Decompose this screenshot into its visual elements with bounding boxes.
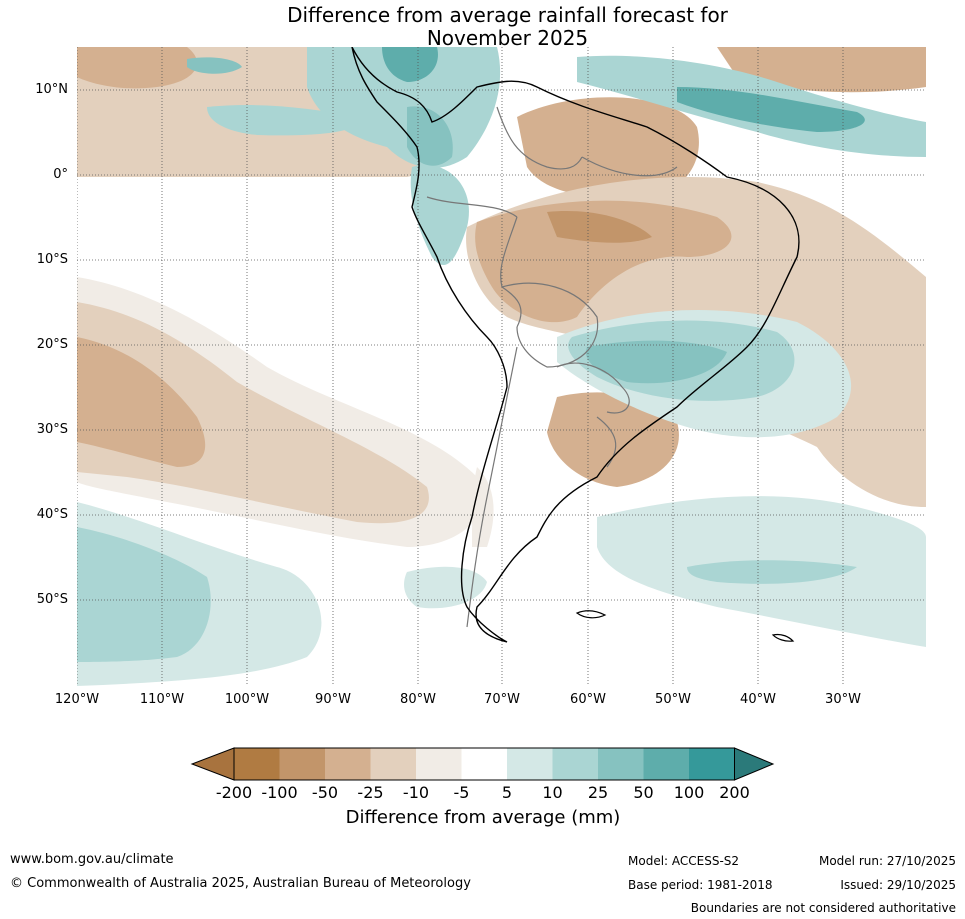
- colorbar-swatch-1: [234, 748, 280, 780]
- title-line-1: Difference from average rainfall forecas…: [287, 3, 728, 27]
- lon-label-50w: 50°W: [655, 692, 691, 707]
- colorbar-swatch-8: [552, 748, 598, 780]
- copyright-notice: © Commonwealth of Australia 2025, Austra…: [10, 876, 471, 891]
- graticule: [77, 47, 926, 686]
- rainfall-map: [77, 47, 926, 686]
- lat-label-40s: 40°S: [36, 507, 68, 522]
- border-colombia-venezuela: [496, 106, 583, 170]
- colorbar-tick-4: -25: [357, 783, 384, 802]
- website-link[interactable]: www.bom.gov.au/climate: [10, 852, 174, 867]
- colorbar-swatch-5: [416, 748, 462, 780]
- wet-pacific-north-strip: [207, 105, 359, 136]
- border-colombia-peru: [426, 196, 518, 218]
- dry-patagonia-edge: [472, 467, 494, 547]
- border-argentina-chile: [466, 346, 518, 628]
- border-bolivia: [501, 282, 599, 368]
- wet-colombia-ecuador: [410, 165, 469, 266]
- dry-amazon-core: [475, 200, 732, 323]
- title-line-2: November 2025: [426, 26, 589, 50]
- lat-label-10s: 10°S: [36, 252, 68, 267]
- lon-label-80w: 80°W: [400, 692, 436, 707]
- wet-central-america: [307, 47, 501, 168]
- dry-pacific-east: [77, 132, 426, 177]
- falkland-islands: [575, 610, 607, 619]
- border-brazil-guianas: [581, 156, 678, 177]
- lon-label-100w: 100°W: [224, 692, 270, 707]
- dry-uruguay: [547, 392, 679, 487]
- lon-label-110w: 110°W: [139, 692, 185, 707]
- south-america-coastline: [351, 47, 800, 643]
- lon-label-70w: 70°W: [484, 692, 520, 707]
- colorbar-tick-5: -10: [402, 783, 430, 802]
- colorbar-extend-high: [734, 747, 775, 781]
- colorbar-swatch-7: [507, 748, 553, 780]
- colorbar-tick-10: 50: [633, 783, 654, 802]
- colorbar-swatch-2: [279, 748, 325, 780]
- colorbar-swatch-4: [370, 748, 416, 780]
- base-period: Base period: 1981-2018: [628, 878, 773, 892]
- wet-southeast-pacific-core: [77, 527, 211, 662]
- lon-label-120w: 120°W: [54, 692, 100, 707]
- chart-title: Difference from average rainfall forecas…: [0, 4, 965, 50]
- lat-label-20s: 20°S: [36, 337, 68, 352]
- colorbar-tick-11: 100: [673, 783, 705, 802]
- south-georgia: [771, 633, 795, 642]
- wet-anomaly-areas: [77, 47, 926, 686]
- lat-label-30s: 30°S: [36, 422, 68, 437]
- wet-pacific-north-small: [187, 57, 242, 74]
- lat-label-50s: 50°S: [36, 592, 68, 607]
- colorbar-tick-3: -50: [311, 783, 339, 802]
- lon-label-40w: 40°W: [740, 692, 776, 707]
- colorbar-tick-6: -5: [453, 783, 470, 802]
- colorbar-tick-8: 10: [542, 783, 563, 802]
- dry-amazon-deep: [547, 211, 652, 243]
- border-paraguay: [556, 362, 630, 414]
- colorbar: [190, 747, 775, 781]
- wet-brazil-south-core: [586, 340, 727, 384]
- colorbar-swatch-6: [461, 748, 507, 780]
- map-canvas: [77, 47, 926, 686]
- colorbar-tick-7: 5: [501, 783, 513, 802]
- wet-central-america-core: [382, 47, 438, 82]
- colorbar-tick-1: -200: [215, 783, 253, 802]
- colorbar-swatch-3: [325, 748, 371, 780]
- colorbar-tick-9: 25: [587, 783, 609, 802]
- lon-label-90w: 90°W: [315, 692, 351, 707]
- lat-label-10n: 10°N: [35, 82, 68, 97]
- colorbar-outline: [233, 747, 735, 781]
- dry-band-north-inner: [77, 47, 197, 89]
- colorbar-tick-12: 200: [719, 783, 750, 802]
- wet-atlantic-north-core: [677, 87, 865, 132]
- colorbar-title: Difference from average (mm): [345, 807, 621, 828]
- border-argentina-uruguay: [596, 416, 617, 468]
- country-borders: [426, 106, 678, 628]
- lat-label-0: 0°: [53, 167, 68, 182]
- dry-pacific-south-core: [77, 337, 206, 467]
- issued-date: Issued: 29/10/2025: [840, 878, 956, 892]
- model-name: Model: ACCESS-S2: [628, 854, 740, 868]
- colorbar-swatch-10: [643, 748, 689, 780]
- boundaries-disclaimer: Boundaries are not considered authoritat…: [690, 901, 956, 915]
- lon-label-60w: 60°W: [570, 692, 606, 707]
- wet-south-atlantic-core: [687, 560, 857, 584]
- colorbar-tick-2: -100: [261, 783, 298, 802]
- lon-label-30w: 30°W: [825, 692, 861, 707]
- model-run-date: Model run: 27/10/2025: [818, 854, 956, 868]
- dry-pacific-south-mid: [77, 302, 429, 524]
- colorbar-extend-low: [190, 747, 235, 781]
- colorbar-swatch-9: [598, 748, 644, 780]
- wet-cape-horn: [404, 566, 487, 609]
- colorbar-swatch-11: [689, 748, 735, 780]
